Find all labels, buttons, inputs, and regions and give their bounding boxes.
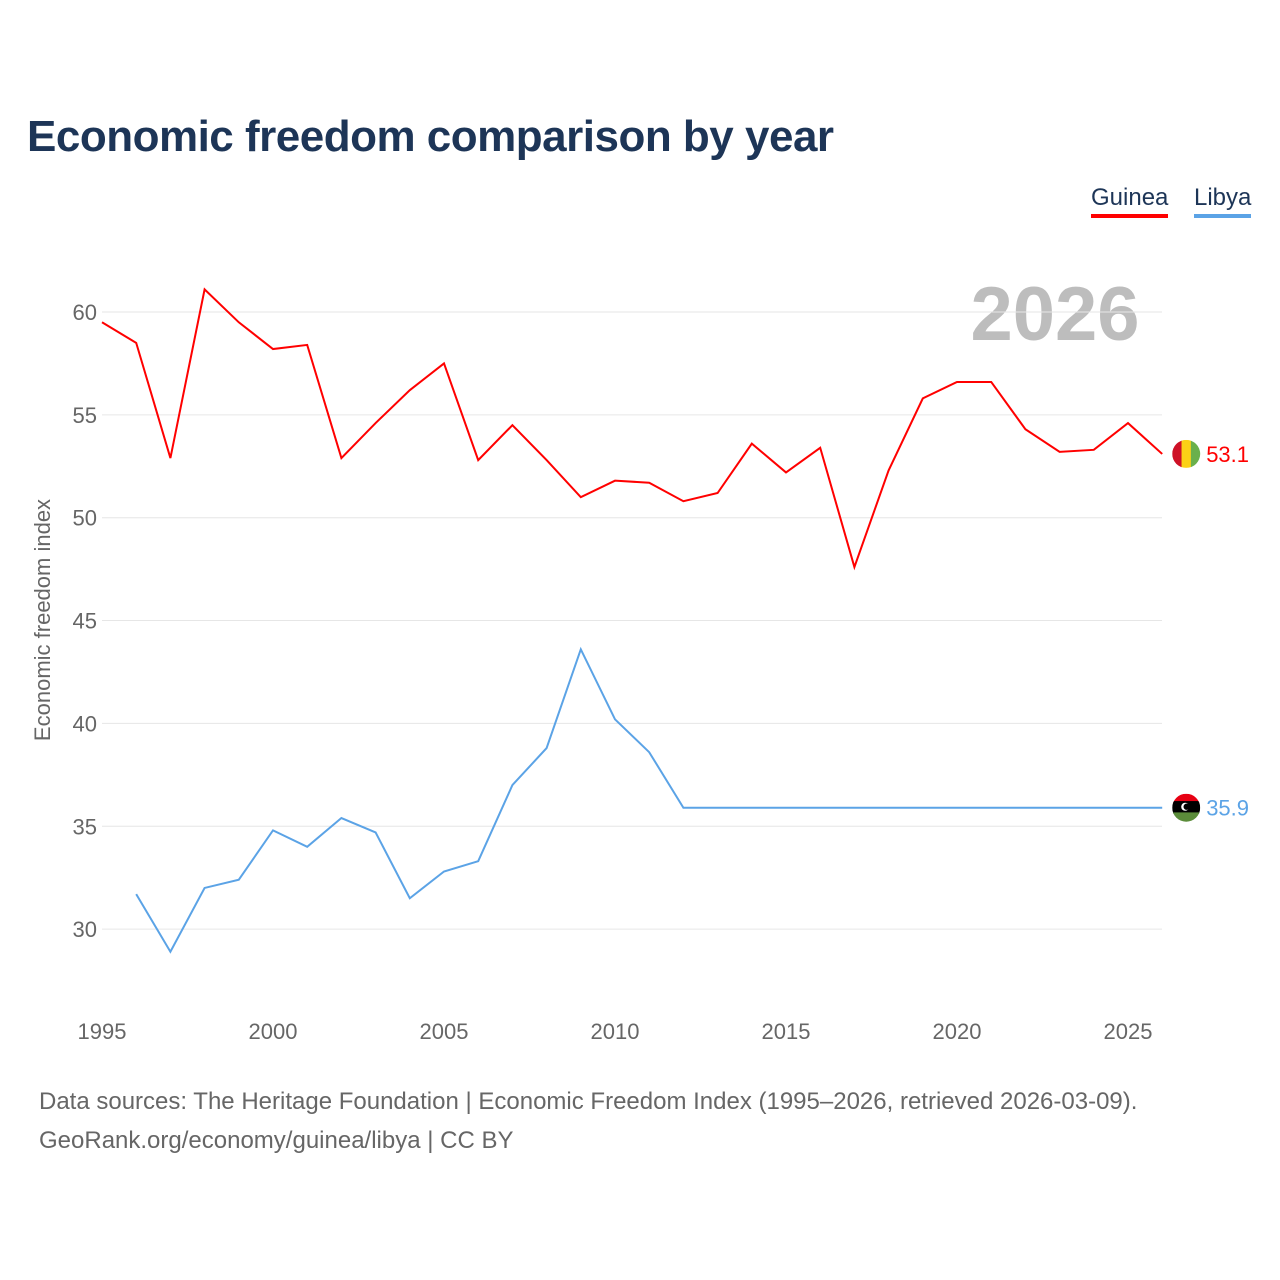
y-axis-label: Economic freedom index — [30, 499, 55, 741]
flag-stripe — [1181, 439, 1192, 468]
legend-guinea[interactable]: Guinea — [1091, 184, 1169, 218]
y-tick-label: 40 — [73, 711, 97, 736]
end-value-label: 35.9 — [1206, 796, 1249, 821]
flag-stripe — [1172, 439, 1183, 468]
x-tick-label: 2025 — [1104, 1019, 1153, 1044]
flag-icon-guinea — [1172, 439, 1201, 468]
flag-stripe — [1172, 793, 1201, 804]
series-line-guinea — [101, 287, 1163, 571]
x-tick-label: 2015 — [762, 1019, 811, 1044]
x-tick-label: 2000 — [249, 1019, 298, 1044]
flag-icon-libya — [1172, 793, 1201, 822]
source-line-2[interactable]: GeoRank.org/economy/guinea/libya | CC BY — [39, 1127, 514, 1154]
y-tick-label: 60 — [73, 300, 97, 325]
y-tick-label: 50 — [73, 506, 97, 531]
series-line-libya — [135, 646, 1163, 954]
source-line-1: Data sources: The Heritage Foundation | … — [39, 1088, 1138, 1115]
year-watermark: 2026 — [970, 272, 1139, 357]
flag-stripe — [1190, 439, 1201, 468]
y-tick-label: 30 — [73, 917, 97, 942]
chart-title: Economic freedom comparison by year — [27, 112, 834, 161]
y-tick-label: 55 — [73, 403, 97, 428]
x-tick-label: 2020 — [933, 1019, 982, 1044]
crescent-cut — [1183, 803, 1190, 810]
x-tick-label: 1995 — [78, 1019, 127, 1044]
legend-libya[interactable]: Libya — [1194, 184, 1252, 218]
x-tick-label: 2005 — [420, 1019, 469, 1044]
flag-stripe — [1172, 812, 1201, 822]
x-tick-label: 2010 — [591, 1019, 640, 1044]
y-tick-label: 45 — [73, 609, 97, 634]
y-tick-label: 35 — [73, 814, 97, 839]
end-value-label: 53.1 — [1206, 442, 1249, 467]
